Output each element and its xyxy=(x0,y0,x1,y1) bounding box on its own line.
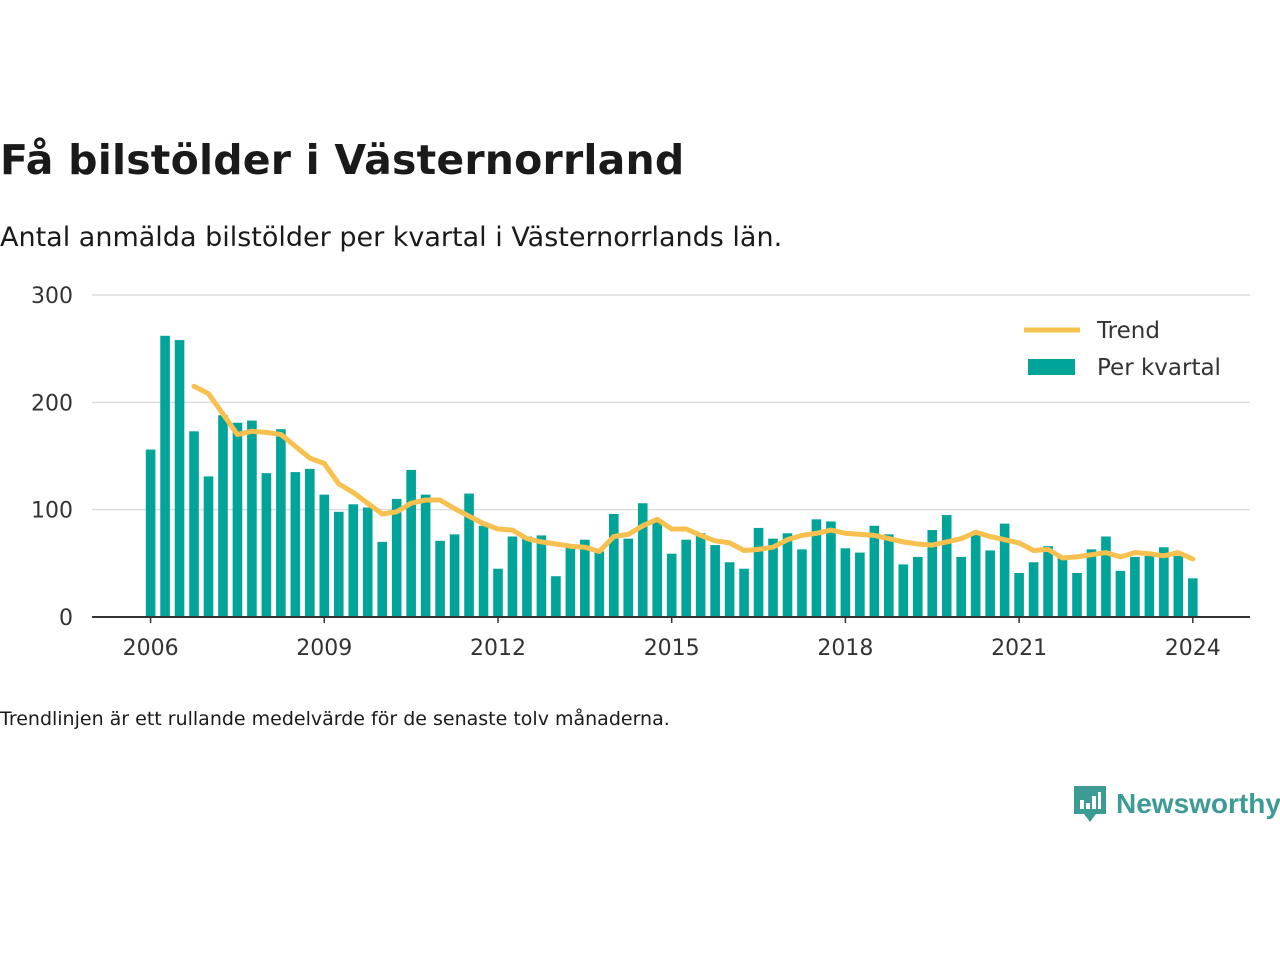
bar xyxy=(145,449,156,617)
bar xyxy=(203,476,214,617)
chart-subtitle: Antal anmälda bilstölder per kvartal i V… xyxy=(0,222,783,253)
bar xyxy=(580,539,590,617)
brand-name: Newsworthy xyxy=(1116,788,1280,819)
bar xyxy=(377,541,387,617)
bar xyxy=(493,568,503,617)
bar xyxy=(522,536,532,617)
bar xyxy=(637,503,648,617)
bar xyxy=(319,494,330,617)
bar xyxy=(985,550,995,617)
bar xyxy=(1014,572,1024,617)
bar xyxy=(1173,555,1184,617)
bar xyxy=(1086,549,1097,617)
bar-series xyxy=(145,335,1198,617)
bar xyxy=(724,562,735,617)
bar xyxy=(768,538,778,617)
bar xyxy=(551,576,561,617)
bar xyxy=(652,522,663,617)
trend-series xyxy=(191,383,1196,562)
bar xyxy=(189,431,199,617)
bar xyxy=(594,551,605,617)
bar xyxy=(348,504,359,617)
x-tick-label: 2009 xyxy=(296,636,352,661)
y-tick-label: 0 xyxy=(59,606,73,631)
bar xyxy=(391,498,402,617)
bar xyxy=(782,533,793,617)
bar xyxy=(174,340,185,617)
legend-bar-label: Per kvartal xyxy=(1097,355,1221,381)
bar xyxy=(1043,546,1053,617)
bar xyxy=(1159,547,1169,617)
bar xyxy=(276,429,286,617)
x-tick-label: 2018 xyxy=(817,636,873,661)
bar xyxy=(956,556,966,617)
bar xyxy=(1144,555,1155,617)
bar xyxy=(898,564,909,617)
bar xyxy=(869,525,880,617)
chart-title: Få bilstölder i Västernorrland xyxy=(0,136,685,184)
bar xyxy=(927,530,938,617)
bar xyxy=(406,469,416,617)
bar xyxy=(609,513,619,617)
bar xyxy=(1072,572,1082,617)
bar xyxy=(247,420,257,617)
bar xyxy=(290,472,301,617)
bar xyxy=(1101,536,1111,617)
bar xyxy=(811,519,822,617)
bar xyxy=(797,549,807,617)
bar-chart: 0 100 200 300 2006 2009 2012 2015 2018 2021 2024 T… xyxy=(31,284,1250,661)
legend-trend-label: Trend xyxy=(1096,318,1160,344)
bar xyxy=(1028,562,1039,617)
bar xyxy=(464,493,474,617)
bar xyxy=(333,511,344,617)
bar xyxy=(507,536,518,617)
x-tick-label: 2012 xyxy=(470,636,526,661)
legend-bar-swatch xyxy=(1028,359,1075,375)
axes: 0 100 200 300 2006 2009 2012 2015 2018 2021 2024 xyxy=(31,284,1250,661)
bar xyxy=(753,527,764,617)
bar xyxy=(666,553,677,617)
bar xyxy=(1115,570,1126,617)
bar xyxy=(840,548,851,617)
bar xyxy=(623,538,634,617)
bar xyxy=(449,534,460,617)
bar xyxy=(884,534,894,617)
bar xyxy=(999,523,1010,617)
bar xyxy=(362,507,373,617)
bar xyxy=(160,335,170,617)
bar xyxy=(435,540,445,617)
x-tick-label: 2006 xyxy=(123,636,179,661)
bar xyxy=(941,515,952,617)
bar xyxy=(232,422,243,617)
bar xyxy=(305,468,315,617)
bar xyxy=(970,534,981,617)
bar xyxy=(565,545,576,617)
trend-line xyxy=(191,383,1196,562)
bar xyxy=(261,473,272,617)
newsworthy-logo-icon xyxy=(1074,786,1106,822)
bar xyxy=(478,525,489,617)
bar xyxy=(710,545,720,617)
x-tick-label: 2021 xyxy=(991,636,1047,661)
y-tick-label: 200 xyxy=(31,391,73,416)
brand-logo: Newsworthy xyxy=(1072,784,1280,824)
bar xyxy=(1057,556,1068,617)
bar xyxy=(681,539,691,617)
x-tick-label: 2024 xyxy=(1165,636,1221,661)
bar xyxy=(739,568,749,617)
x-tick-label: 2015 xyxy=(644,636,700,661)
bar xyxy=(1188,578,1198,617)
bar xyxy=(218,415,228,617)
bar xyxy=(695,533,706,617)
bar xyxy=(912,556,923,617)
y-tick-label: 300 xyxy=(31,284,73,309)
bar xyxy=(855,552,865,617)
footnote: Trendlinjen är ett rullande medelvärde f… xyxy=(0,708,670,730)
legend: Trend Per kvartal xyxy=(1024,318,1221,381)
bar xyxy=(420,494,431,617)
bar xyxy=(826,521,836,617)
y-tick-label: 100 xyxy=(31,499,73,524)
bar xyxy=(1130,556,1140,617)
bar xyxy=(536,535,547,617)
